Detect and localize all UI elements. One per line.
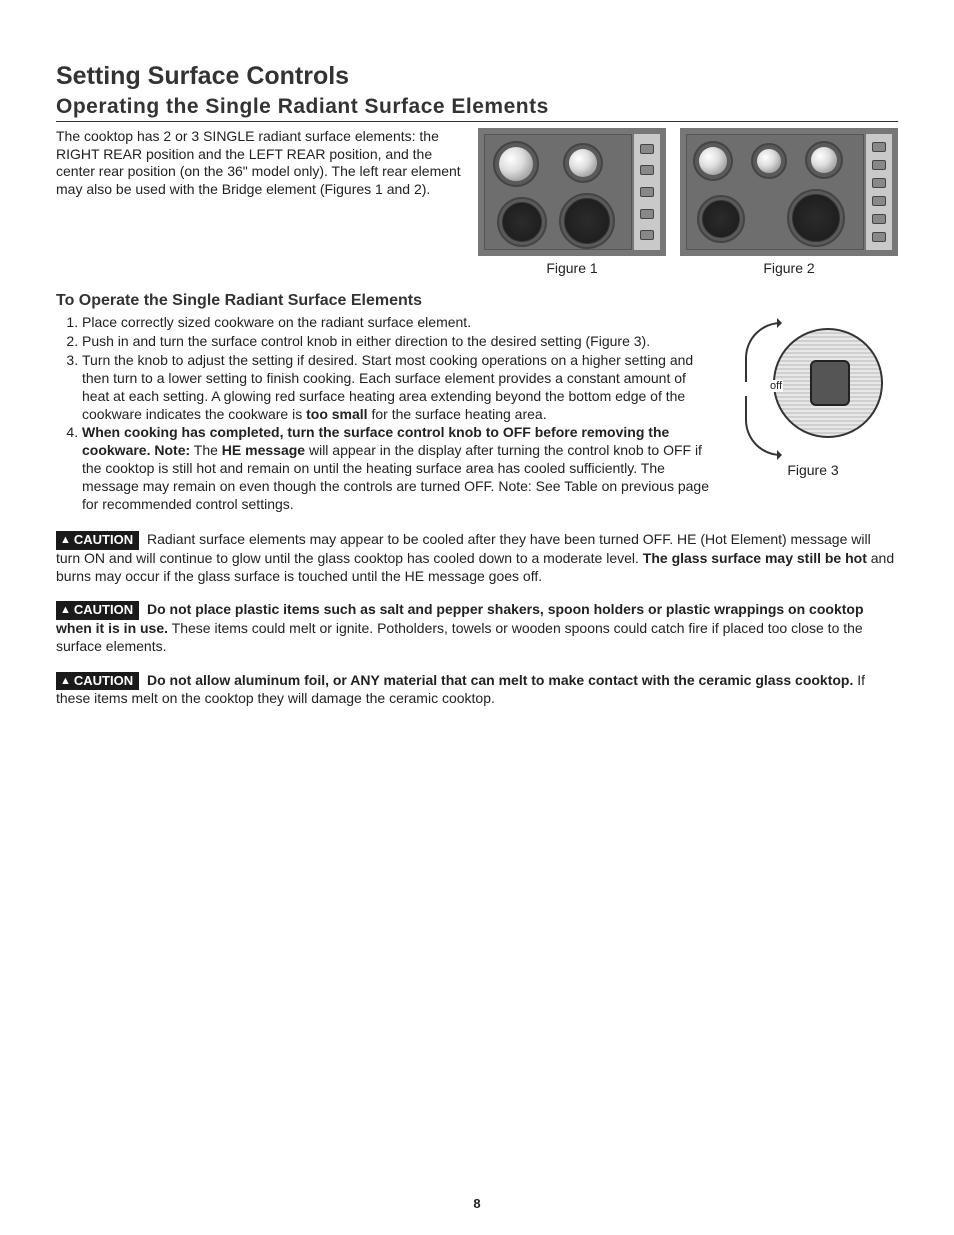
manual-page: Setting Surface Controls Operating the S… (0, 0, 954, 1235)
caution-1-bold: The glass surface may still be hot (643, 550, 867, 566)
caution-badge: CAUTION (56, 672, 139, 691)
page-number: 8 (0, 1196, 954, 1211)
step-3-text-c: for the surface heating area. (368, 406, 547, 422)
cooktop-illustration-2 (680, 128, 898, 256)
steps-row: Place correctly sized cookware on the ra… (56, 312, 898, 515)
figure-1: Figure 1 (478, 128, 666, 276)
intro-text-col: The cooktop has 2 or 3 SINGLE radiant su… (56, 128, 464, 276)
page-title: Setting Surface Controls (56, 62, 898, 91)
caution-2-text: These items could melt or ignite. Pothol… (56, 620, 863, 654)
step-4: When cooking has completed, turn the sur… (82, 424, 710, 514)
step-4-bold-c: HE message (222, 442, 305, 458)
caution-badge: CAUTION (56, 531, 139, 550)
figure-3-caption: Figure 3 (787, 462, 838, 478)
intro-row: The cooktop has 2 or 3 SINGLE radiant su… (56, 128, 898, 276)
steps-column: Place correctly sized cookware on the ra… (56, 312, 710, 515)
caution-3: CAUTION Do not allow aluminum foil, or A… (56, 672, 898, 709)
figure-2: Figure 2 (680, 128, 898, 276)
caution-badge: CAUTION (56, 601, 139, 620)
step-1: Place correctly sized cookware on the ra… (82, 314, 710, 332)
control-knob-illustration: off (743, 318, 883, 458)
section-heading: Operating the Single Radiant Surface Ele… (56, 95, 898, 122)
step-3: Turn the knob to adjust the setting if d… (82, 352, 710, 424)
intro-paragraph: The cooktop has 2 or 3 SINGLE radiant su… (56, 128, 464, 198)
step-3-bold: too small (306, 406, 367, 422)
step-4-text-b: The (190, 442, 222, 458)
operating-steps: Place correctly sized cookware on the ra… (56, 314, 710, 514)
figure-3: off Figure 3 (728, 312, 898, 515)
figure-1-caption: Figure 1 (546, 260, 597, 276)
caution-2: CAUTION Do not place plastic items such … (56, 601, 898, 655)
figure-2-caption: Figure 2 (763, 260, 814, 276)
step-2: Push in and turn the surface control kno… (82, 333, 710, 351)
cooktop-illustration-1 (478, 128, 666, 256)
dial-off-label: off (769, 380, 783, 392)
caution-1: CAUTION Radiant surface elements may app… (56, 531, 898, 585)
operate-heading: To Operate the Single Radiant Surface El… (56, 292, 898, 310)
caution-3-bold: Do not allow aluminum foil, or ANY mater… (143, 672, 853, 688)
